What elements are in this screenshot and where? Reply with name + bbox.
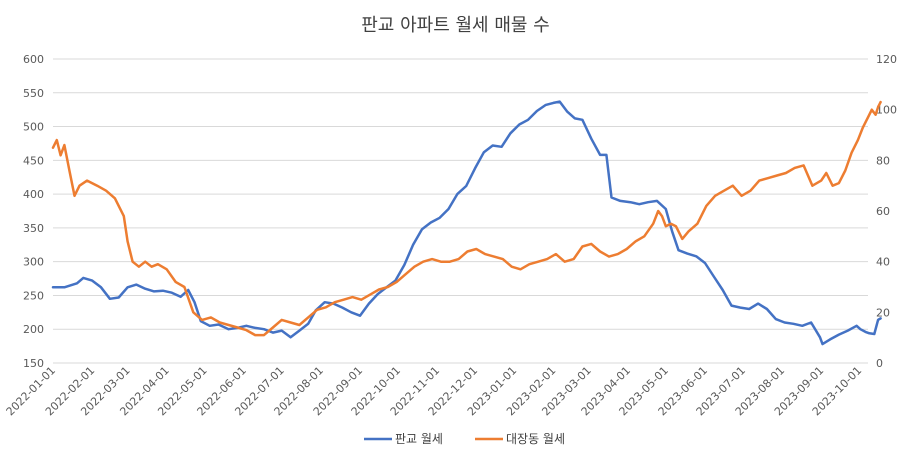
left-tick-label: 150 [23,357,44,370]
left-tick-label: 400 [23,188,44,201]
right-tick-label: 60 [876,205,890,218]
series-line-1 [51,100,882,346]
right-tick-label: 0 [876,357,883,370]
left-tick-label: 200 [23,323,44,336]
legend: 판교 월세 대장동 월세 [364,432,565,446]
series-lines [51,100,882,346]
right-tick-label: 100 [876,104,897,117]
right-tick-label: 40 [876,256,890,269]
left-tick-label: 550 [23,87,44,100]
left-axis-ticks: 150 200 250 300 350 400 450 500 550 600 [23,53,44,370]
series-line-2 [51,100,882,337]
left-tick-label: 500 [23,121,44,134]
x-axis-ticks: 2022-01-012022-02-012022-03-012022-04-01… [4,364,865,418]
legend-label-1: 판교 월세 [395,432,443,446]
left-tick-label: 600 [23,53,44,66]
left-tick-label: 300 [23,256,44,269]
legend-label-2: 대장동 월세 [506,432,565,446]
left-tick-label: 250 [23,289,44,302]
right-tick-label: 120 [876,53,897,66]
gridlines [53,58,868,364]
left-tick-label: 450 [23,154,44,167]
right-tick-label: 20 [876,306,890,319]
right-tick-label: 80 [876,154,890,167]
left-tick-label: 350 [23,222,44,235]
right-axis-ticks: 0 20 40 60 80 100 120 [876,53,897,370]
chart-title: 판교 아파트 월세 매물 수 [361,15,550,36]
